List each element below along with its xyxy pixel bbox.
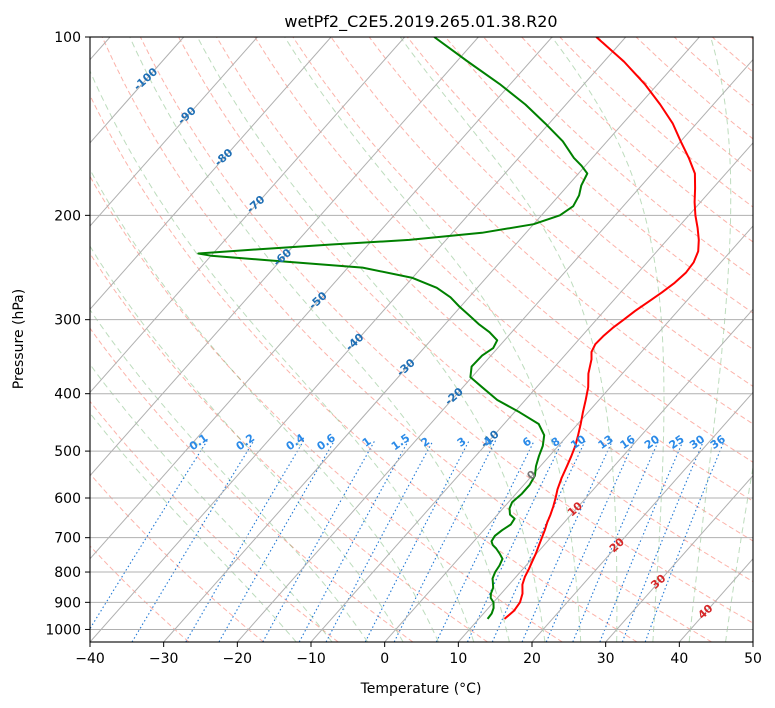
x-tick-label: 50 xyxy=(744,651,762,667)
mixing-ratio-line xyxy=(262,440,376,642)
mixing-ratio-line xyxy=(131,440,255,642)
mixing-ratio-line xyxy=(521,440,614,642)
dry-adiabat-line xyxy=(406,37,753,350)
mixing-ratio-line xyxy=(90,440,208,630)
isotherm-line xyxy=(90,37,406,394)
isotherm-line xyxy=(531,391,753,642)
isotherms xyxy=(90,37,753,642)
moist-adiabat-line xyxy=(90,363,333,642)
mixing-ratio-line xyxy=(572,440,660,642)
dewpoint-line xyxy=(197,37,589,620)
x-tick-label: −30 xyxy=(149,651,179,667)
moist-adiabat-line xyxy=(90,69,475,642)
plot-frame xyxy=(89,36,754,643)
moist-adiabat-line xyxy=(688,37,732,642)
mixing-ratio-line xyxy=(393,440,497,642)
x-axis: −40 −30 −20 −10 0 10 20 30 40 50 xyxy=(75,642,762,667)
isotherm-line xyxy=(90,37,627,642)
moist-adiabat-line xyxy=(725,464,753,642)
dry-adiabat-line xyxy=(90,473,264,642)
x-tick-label: 10 xyxy=(449,651,467,667)
dry-adiabat-line xyxy=(368,37,753,387)
dry-adiabat-line xyxy=(90,252,488,642)
y-tick-label: 800 xyxy=(54,565,81,581)
isotherm-line xyxy=(90,37,553,560)
mixing-ratio-line xyxy=(185,440,305,642)
isotherm-line xyxy=(163,37,700,642)
mixing-ratio-line xyxy=(435,440,535,642)
y-axis: 1000 900 800 700 600 500 400 300 200 100 xyxy=(45,30,90,638)
y-tick-label: 200 xyxy=(54,208,81,224)
moist-adiabat-line xyxy=(90,412,297,642)
x-tick-label: 40 xyxy=(670,651,688,667)
dry-adiabat-line xyxy=(178,37,753,583)
mixing-ratio-line xyxy=(545,440,636,642)
mixing-ratio-lines xyxy=(90,440,725,642)
x-tick-label: −40 xyxy=(75,651,105,667)
profile-lines xyxy=(197,37,700,620)
isobar-grid xyxy=(90,37,753,630)
isotherm-line xyxy=(605,474,753,642)
dry-adiabat-line xyxy=(90,400,339,642)
dry-adiabats xyxy=(90,37,753,642)
moist-adiabat-line xyxy=(129,37,510,642)
dry-adiabat-line xyxy=(292,37,753,463)
isotherm-line xyxy=(90,37,258,227)
plot-area: -100-90-80-70-60-50-40-30-20-10010203040… xyxy=(90,37,753,642)
y-tick-label: 500 xyxy=(54,444,81,460)
moist-adiabat-line xyxy=(551,37,665,642)
x-tick-label: 20 xyxy=(523,651,541,667)
isotherm-line xyxy=(90,37,332,310)
y-tick-label: 900 xyxy=(54,595,81,611)
isotherm-line xyxy=(310,142,753,642)
x-tick-label: 0 xyxy=(380,651,389,667)
y-tick-label: 600 xyxy=(54,491,81,507)
dry-adiabat-line xyxy=(101,37,712,642)
y-axis-label: Pressure (hPa) xyxy=(11,289,27,389)
y-tick-label: 300 xyxy=(54,313,81,329)
moist-adiabat-line xyxy=(284,37,582,642)
x-tick-label: 30 xyxy=(597,651,615,667)
temperature-line xyxy=(503,37,700,620)
moist-adiabat-line xyxy=(90,308,369,642)
mixing-ratio-line xyxy=(218,440,335,642)
moist-adiabat-line xyxy=(90,245,404,642)
isotherm-line xyxy=(90,37,185,144)
dry-adiabat-line xyxy=(216,37,753,542)
dry-adiabat-line xyxy=(90,94,638,642)
chart-title: wetPf2_C2E5.2019.265.01.38.R20 xyxy=(284,12,557,32)
mixing-ratio-line xyxy=(491,440,586,642)
dry-adiabat-line xyxy=(90,175,563,642)
isotherm-line xyxy=(384,225,753,642)
isotherm-line xyxy=(90,37,479,477)
dry-adiabat-line xyxy=(254,37,753,502)
isotherm-line xyxy=(457,308,753,642)
y-tick-label: 100 xyxy=(54,30,81,46)
moist-adiabat-line xyxy=(196,37,546,642)
isotherm-line xyxy=(236,58,753,642)
x-axis-label: Temperature (°C) xyxy=(360,681,482,697)
y-tick-label: 1000 xyxy=(45,622,81,638)
mixing-ratio-line xyxy=(298,440,409,642)
x-tick-label: −10 xyxy=(296,651,326,667)
dry-adiabat-line xyxy=(139,37,753,624)
y-tick-label: 700 xyxy=(54,531,81,547)
y-tick-label: 400 xyxy=(54,387,81,403)
x-tick-label: −20 xyxy=(223,651,253,667)
